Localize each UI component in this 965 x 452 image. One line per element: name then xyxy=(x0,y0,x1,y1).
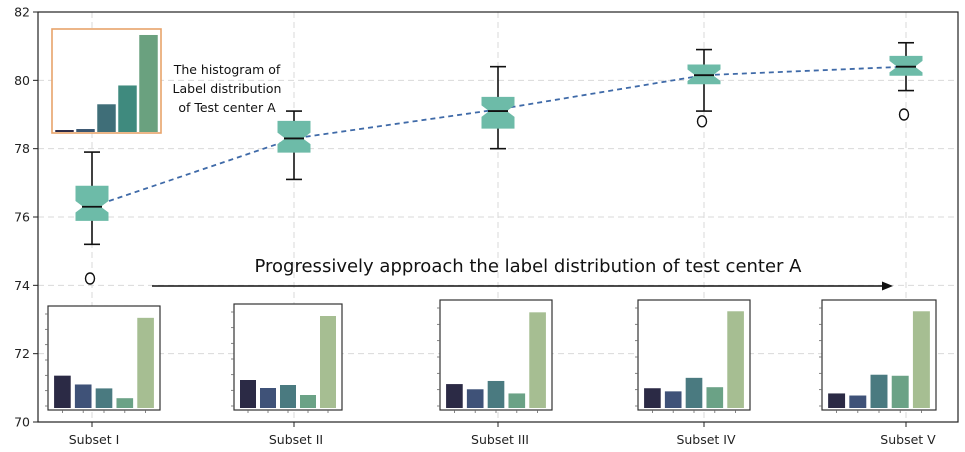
box-1 xyxy=(75,151,109,285)
subset-histogram-bar xyxy=(74,384,92,408)
subset-histograms xyxy=(45,299,937,413)
subset-histogram-bar xyxy=(870,374,888,408)
x-tick-label: Subset I xyxy=(69,432,120,447)
subset-histogram-bar xyxy=(116,398,134,408)
subset-histogram-bar xyxy=(137,317,154,408)
box-3 xyxy=(481,65,515,150)
y-tick-label: 78 xyxy=(14,141,30,156)
box-body xyxy=(75,185,109,221)
subset-histogram-bar xyxy=(644,388,661,408)
subset-histogram-bar xyxy=(508,393,526,408)
subset-histogram xyxy=(819,299,937,413)
x-tick-label: Subset III xyxy=(471,432,529,447)
subset-histogram-bar xyxy=(727,311,744,408)
box-4 xyxy=(687,48,721,128)
x-tick-label: Subset V xyxy=(880,432,936,447)
subset-histogram-bar xyxy=(466,389,484,408)
subset-histogram-bar xyxy=(912,311,930,408)
y-tick-label: 82 xyxy=(14,5,30,20)
x-tick-label: Subset IV xyxy=(676,432,736,447)
test-center-histogram-bar xyxy=(139,34,158,133)
subset-histogram-bar xyxy=(664,391,682,408)
test-center-histogram xyxy=(51,28,162,134)
subset-histogram-bar xyxy=(54,375,71,408)
subset-histogram-bar xyxy=(706,387,724,408)
subset-histogram-bar xyxy=(320,316,336,408)
subset-histogram-bar xyxy=(95,388,113,408)
subset-histogram xyxy=(45,305,161,413)
test-center-histogram-bar xyxy=(55,130,74,132)
inset-label-line-1: The histogram of xyxy=(173,62,281,77)
subset-histogram-bar xyxy=(240,380,256,408)
box-outlier xyxy=(696,115,708,128)
x-axis: Subset I Subset II Subset III Subset IV Subs… xyxy=(69,422,936,447)
subset-histogram-bar xyxy=(685,377,703,408)
subset-histogram-bar xyxy=(828,393,846,408)
box-2 xyxy=(277,110,311,181)
y-tick-label: 80 xyxy=(14,73,30,88)
box-body xyxy=(481,96,515,129)
progress-annotation: Progressively approach the label distrib… xyxy=(255,256,803,277)
subset-histogram-bar xyxy=(849,395,867,408)
subset-histogram-bar xyxy=(280,385,296,408)
subset-histogram xyxy=(635,299,751,413)
subset-histogram-bar xyxy=(529,312,546,408)
subset-histogram xyxy=(231,303,343,413)
subset-histogram-bar xyxy=(446,384,463,408)
y-tick-label: 72 xyxy=(14,346,30,361)
test-center-histogram-bar xyxy=(76,129,95,132)
test-center-histogram-bar xyxy=(97,104,116,132)
subset-histogram-bar xyxy=(300,395,316,408)
test-center-histogram-bar xyxy=(118,85,137,132)
box-5 xyxy=(889,41,923,121)
x-tick-label: Subset II xyxy=(269,432,323,447)
box-outlier xyxy=(898,108,910,121)
inset-label-line-2: Label distribution xyxy=(173,81,282,96)
y-tick-label: 76 xyxy=(14,210,30,225)
box-body xyxy=(277,120,311,153)
subset-histogram xyxy=(437,299,553,413)
box-series xyxy=(75,41,923,285)
subset-histogram-bar xyxy=(487,380,505,408)
y-tick-label: 70 xyxy=(14,415,30,430)
y-tick-label: 74 xyxy=(14,278,30,293)
subset-histogram-bar xyxy=(260,388,276,408)
median-trend-line xyxy=(91,65,907,208)
progress-arrow-head xyxy=(882,281,893,291)
subset-histogram-bar xyxy=(891,375,909,408)
inset-label-line-3: of Test center A xyxy=(178,100,276,115)
box-outlier xyxy=(84,272,96,285)
